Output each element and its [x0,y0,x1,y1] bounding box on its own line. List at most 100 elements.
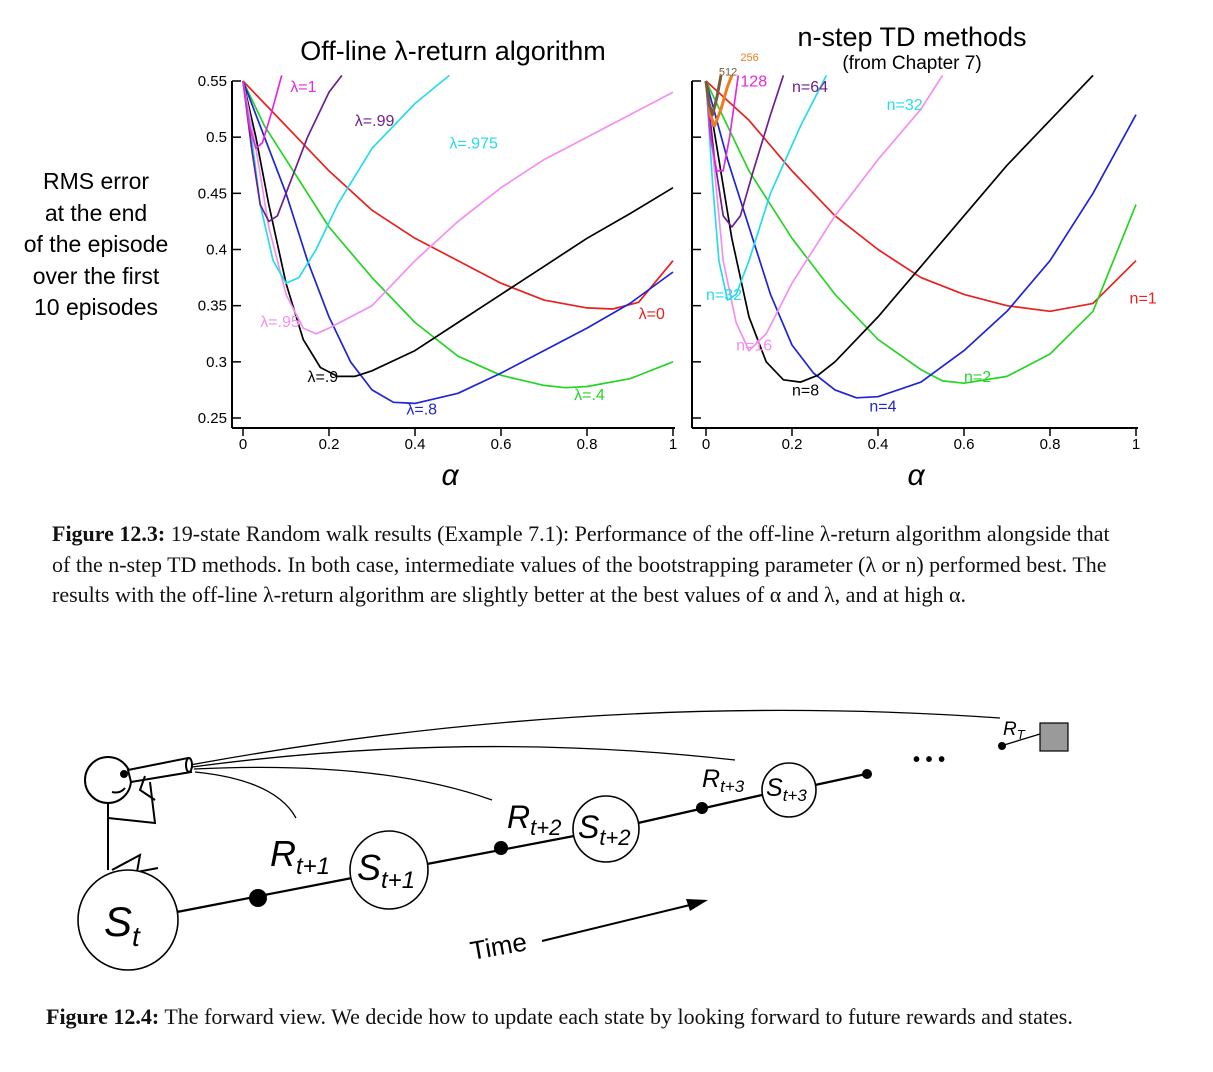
sight-line [193,766,493,801]
series-label: λ=.975 [449,135,498,152]
state-st-circle [77,869,179,971]
state-s3-label: St+3 [766,774,807,805]
x-axis-label-left: α [441,459,459,492]
reward-dot [998,742,1006,750]
state-s2-label: St+2 [578,809,631,850]
time-arrow-head [686,899,708,911]
y-tick-label: 0.5 [206,129,227,146]
reward-r2-label: Rt+2 [507,799,561,840]
series-line [705,80,1137,399]
figure-12-3-caption: Figure 12.3: 19-state Random walk result… [52,519,1122,611]
reward-r3-label: Rt+3 [702,765,745,796]
left-series-lines: λ=0 λ=.4 λ=.8 λ=.9 λ=.95 λ=.975 λ=.99 λ=1 [242,75,674,419]
series-line [705,80,1137,385]
x-tick-label: 0.6 [954,436,975,453]
series-label: n=4 [869,398,896,415]
chart-title-left: Off-line λ-return algorithm [300,36,606,66]
y-tick-label: 0.3 [206,354,227,371]
observer-telescope [126,756,193,784]
series-line [242,80,674,335]
ellipsis-dots: • • • [913,749,945,771]
reward-r1-label: Rt+1 [270,833,330,880]
reward-dot [862,769,872,779]
series-label: λ=0 [639,306,665,323]
x-tick-label: 0 [239,436,247,453]
series-label: λ=.9 [308,369,339,386]
chart-title-right: n-step TD methods [797,22,1026,52]
y-axis-label-line: of the episode [23,231,169,257]
series-label: λ=.4 [574,387,605,404]
series-label: λ=.99 [355,113,395,130]
series-label: 256 [740,52,758,64]
series-line [704,75,723,117]
terminal-connector [1003,733,1041,746]
lambda-return-chart: Off-line λ-return algorithm 0 0.2 0.4 0.6 0.… [198,36,677,492]
x-axis-label-right: α [907,459,925,492]
figure-12-3-charts: Off-line λ-return algorithm 0 0.2 0.4 0.6 0.… [198,22,1157,492]
y-axis-label-line: at the end [44,199,148,226]
sight-line [191,745,736,768]
reward-dot [696,802,708,814]
x-tick-label: 0.2 [782,436,803,453]
series-label: n=16 [736,338,772,355]
caption-text: 19-state Random walk results (Example 7.… [52,521,1110,607]
trajectory-line [814,772,867,787]
caption-label: Figure 12.3: [52,521,166,546]
x-tick-label: 0.6 [491,436,512,453]
series-label: 128 [740,74,767,91]
y-tick-label: 0.45 [198,185,227,202]
series-line [242,75,283,150]
observer-arm [107,781,157,825]
sight-line [189,709,1001,766]
y-tick-label: 0.25 [198,410,227,427]
series-line [705,75,828,301]
x-tick-label: 0.4 [868,436,889,453]
time-label: Time [468,926,529,965]
series-line [705,75,1094,383]
series-line [242,75,343,223]
reward-rT-label: RT [1003,719,1026,742]
x-tick-label: 0.4 [405,436,426,453]
series-line [242,80,674,378]
x-tick-label: 1 [669,436,677,453]
series-label: n=32 [706,287,742,304]
n-step-td-chart: n-step TD methods (from Chapter 7) 0 0.2 0… [691,22,1157,492]
y-tick-label: 0.55 [198,73,227,90]
caption-label: Figure 12.4: [46,1004,160,1029]
series-group [704,75,1137,399]
y-axis-label-line: over the first [32,262,160,289]
terminal-state [1039,722,1069,752]
reward-dot [249,889,267,907]
state-st1-circle [349,830,429,910]
x-tick-label: 0 [702,436,710,453]
figure-12-4-caption: Figure 12.4: The forward view. We decide… [46,1002,1126,1033]
series-line [242,80,674,389]
x-tick-label: 1 [1132,436,1140,453]
y-tick-label: 0.35 [198,298,227,315]
y-axis-label-line: RMS error [42,168,150,194]
right-axes: 0 0.2 0.4 0.6 0.8 1 [691,80,1140,453]
series-label: λ=.95 [260,314,300,331]
left-axes: 0 0.2 0.4 0.6 0.8 1 0.25 0.3 0.35 0.4 0.45 0.5 0.55 [198,73,677,453]
x-tick-label: 0.2 [319,436,340,453]
observer-head [84,756,132,804]
observer-eye [120,770,128,778]
series-label: 512 [719,66,737,78]
state-st-label: St [104,898,141,952]
observer-leg [111,853,159,874]
x-tick-label: 0.8 [1040,436,1061,453]
series-label: n=2 [964,369,991,386]
telescope-lens [185,757,193,773]
series-label: n=32 [887,97,923,114]
series-label: n=64 [792,79,828,96]
reward-dot [494,841,508,855]
observer-smile [111,787,126,794]
series-line [242,80,674,310]
state-s1-label: St+1 [357,847,415,894]
series-line [705,75,944,352]
series-line [705,75,740,172]
chart-subtitle-right: (from Chapter 7) [842,53,981,74]
x-tick-label: 0.8 [577,436,598,453]
